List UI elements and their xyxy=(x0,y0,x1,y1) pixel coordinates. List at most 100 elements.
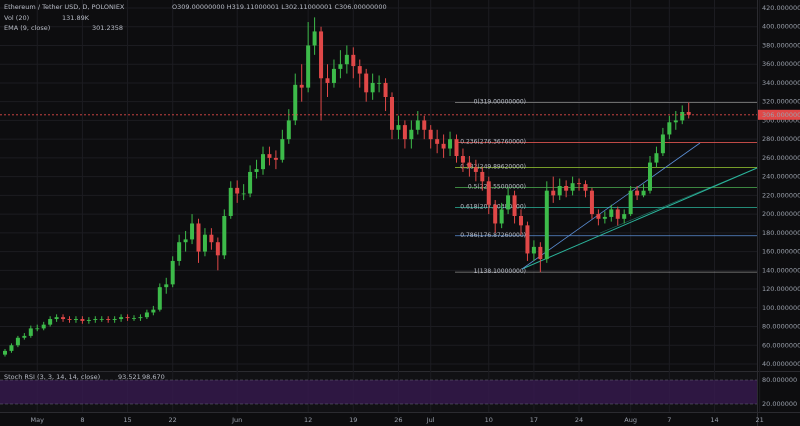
candle-body xyxy=(9,345,14,351)
y-tick-label: 420.00000000 xyxy=(762,4,800,12)
candle-body xyxy=(267,154,272,158)
candle-body xyxy=(396,125,401,130)
candle-body xyxy=(577,183,582,185)
rsi-tick-label: 80.000000 xyxy=(762,376,797,384)
candle-body xyxy=(344,54,349,65)
x-tick-label: 10 xyxy=(485,416,493,424)
x-tick-label: 15 xyxy=(123,416,131,424)
ohlc-readout: O309.00000000 H319.11000001 L302.1100000… xyxy=(172,3,387,11)
candle-body xyxy=(551,190,556,196)
candle-body xyxy=(686,111,691,115)
candle-body xyxy=(177,242,182,261)
x-tick-label: 14 xyxy=(710,416,718,424)
fib-label: 0.236(276.36760000) xyxy=(460,139,526,146)
candle-body xyxy=(164,284,169,288)
y-tick-label: 100.00000000 xyxy=(762,304,800,312)
candle-body xyxy=(132,318,136,319)
candle-body xyxy=(448,139,453,149)
candle-body xyxy=(609,209,614,217)
candle-body xyxy=(190,223,195,240)
fib-label: 1(138.10000000) xyxy=(474,268,526,275)
candle-body xyxy=(570,183,575,191)
candle-body xyxy=(673,120,678,123)
fib-label: 0.618(207.20380000) xyxy=(460,203,526,210)
candle-body xyxy=(67,319,72,320)
axes: 420.00000000 400.00000000 380.00000000 360.… xyxy=(31,4,800,424)
rsi-d-value: 98.670 xyxy=(142,373,165,381)
candle-body xyxy=(441,143,446,149)
y-tick-label: 200.00000000 xyxy=(762,210,800,218)
candle-body xyxy=(248,171,253,194)
candle-body xyxy=(680,111,685,121)
candle-body xyxy=(602,216,607,219)
fib-label: 0.5(228.55000000) xyxy=(468,183,526,190)
candle-body xyxy=(596,214,601,219)
x-tick-label: May xyxy=(31,416,45,424)
candle-body xyxy=(235,187,240,194)
y-tick-label: 120.00000000 xyxy=(762,285,800,293)
candle-body xyxy=(196,223,201,252)
x-tick-label: 8 xyxy=(80,416,84,424)
candle-body xyxy=(557,186,562,196)
y-tick-label: 160.00000000 xyxy=(762,248,800,256)
fib-label: 0.382(249.89620000) xyxy=(460,163,526,170)
volume-label: Vol (20) xyxy=(4,14,29,22)
candle-body xyxy=(183,239,188,243)
candle-body xyxy=(286,120,291,140)
candle-body xyxy=(80,319,85,321)
x-tick-label: 12 xyxy=(304,416,312,424)
fibonacci: 0(319.00000000) 0.236(276.36760000) 0.382(… xyxy=(455,99,757,275)
rsi-label: Stoch RSI (3, 3, 14, 14, close) xyxy=(4,373,100,381)
candle-body xyxy=(519,215,523,226)
candle-body xyxy=(628,190,633,215)
candle-body xyxy=(454,139,459,157)
y-tick-label: 280.00000000 xyxy=(762,135,800,143)
candle-body xyxy=(273,157,278,160)
y-tick-label: 60.00000000 xyxy=(762,341,800,349)
candle-body xyxy=(615,209,620,219)
candle-body xyxy=(299,84,304,88)
candle-body xyxy=(583,184,588,191)
candle-body xyxy=(48,319,53,325)
y-tick-label: 360.00000000 xyxy=(762,60,800,68)
candle-body xyxy=(622,214,627,219)
candle-body xyxy=(525,225,530,254)
candle-body xyxy=(338,64,343,69)
candle-body xyxy=(531,246,536,254)
candle-body xyxy=(54,317,59,320)
candle-body xyxy=(512,195,517,216)
candle-body xyxy=(402,125,407,140)
candle-body xyxy=(641,190,646,196)
candle-body xyxy=(538,246,543,260)
candle-body xyxy=(306,45,311,88)
candle-body xyxy=(151,309,156,313)
y-tick-label: 40.00000000 xyxy=(762,360,800,368)
x-tick-label: 7 xyxy=(667,416,671,424)
candle-body xyxy=(22,335,27,338)
rsi-band xyxy=(0,380,757,404)
y-tick-label: 180.00000000 xyxy=(762,229,800,237)
candle-body xyxy=(35,328,40,330)
x-tick-label: 24 xyxy=(575,416,583,424)
candle-body xyxy=(28,328,33,336)
candle-body xyxy=(93,319,98,320)
candle-body xyxy=(506,195,511,210)
candle-body xyxy=(112,319,117,320)
candle-body xyxy=(312,31,317,46)
candles xyxy=(0,17,757,357)
candle-body xyxy=(564,186,569,191)
legend: Ethereum / Tether USD, D, POLONIEX O309.… xyxy=(4,3,387,381)
ema-value: 301.2358 xyxy=(92,24,123,32)
candle-body xyxy=(119,317,124,320)
candle-body xyxy=(667,122,672,135)
candle-body xyxy=(460,156,465,163)
candle-body xyxy=(325,78,330,83)
y-tick-label: 320.00000000 xyxy=(762,98,800,106)
y-tick-label: 340.00000000 xyxy=(762,79,800,87)
candle-body xyxy=(241,193,246,195)
rsi-k-value: 93.521 xyxy=(118,373,141,381)
x-tick-label: Jul xyxy=(426,416,435,424)
candle-body xyxy=(138,317,143,319)
